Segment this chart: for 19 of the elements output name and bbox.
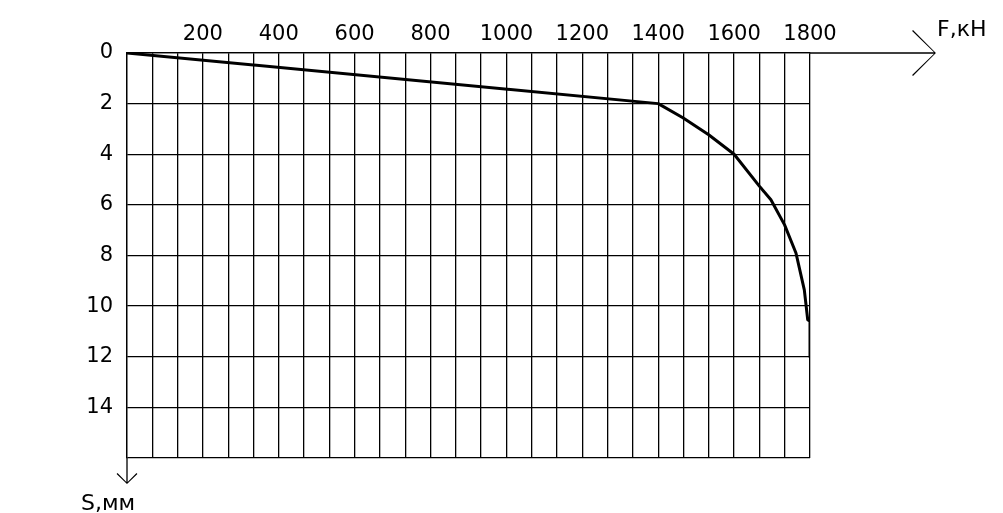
x-tick-label: 1000 <box>479 20 534 45</box>
y-axis-title: S,мм <box>81 490 136 513</box>
y-tick-label: 6 <box>99 191 113 216</box>
y-tick-label: 10 <box>86 292 113 317</box>
y-tick-label: 2 <box>99 90 113 115</box>
x-tick-label: 1600 <box>707 20 761 45</box>
x-tick-label: 800 <box>410 20 451 45</box>
x-tick-label: 1400 <box>631 20 685 45</box>
x-tick-label: 1200 <box>555 20 610 45</box>
y-tick-label: 12 <box>86 343 113 368</box>
x-tick-label: 1800 <box>783 20 837 45</box>
x-tick-label: 400 <box>258 20 299 45</box>
y-tick-label: 4 <box>99 140 113 165</box>
y-tick-label: 8 <box>99 241 113 266</box>
y-tick-label: 14 <box>86 393 113 418</box>
x-tick-label: 600 <box>334 20 375 45</box>
y-tick-label: 0 <box>99 39 113 64</box>
x-axis-title: F,кН <box>937 16 987 41</box>
x-tick-label: 200 <box>182 20 223 45</box>
